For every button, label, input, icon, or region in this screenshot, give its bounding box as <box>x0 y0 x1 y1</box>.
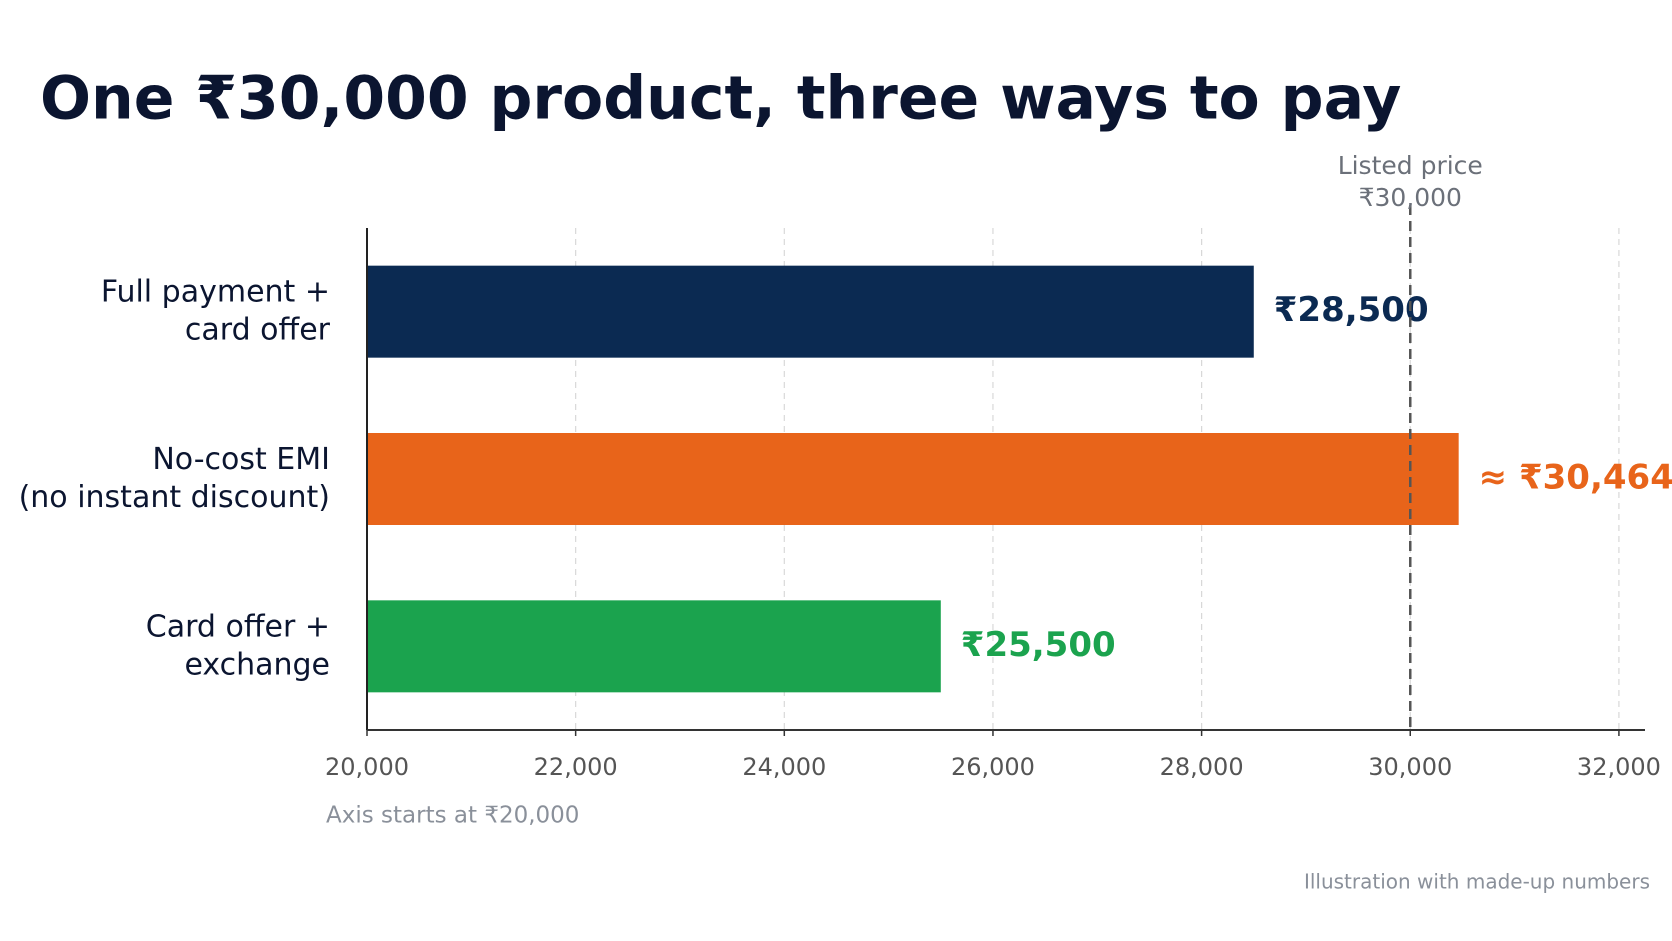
x-tick-label: 22,000 <box>534 753 618 781</box>
x-tick-label: 24,000 <box>742 753 826 781</box>
category-label: Card offer + exchange <box>146 609 330 682</box>
x-tick-label: 30,000 <box>1368 753 1452 781</box>
x-tick-label: 26,000 <box>951 753 1035 781</box>
value-label: ₹28,500 <box>1274 290 1429 330</box>
category-label: Full payment + card offer <box>101 274 331 347</box>
x-tick-label: 28,000 <box>1160 753 1244 781</box>
bar <box>367 600 941 693</box>
value-label: ₹25,500 <box>961 625 1116 665</box>
chart-title: One ₹30,000 product, three ways to pay <box>40 64 1401 134</box>
bar <box>367 265 1254 358</box>
category-label: No-cost EMI (no instant discount) <box>19 442 330 515</box>
x-tick-label: 32,000 <box>1577 753 1661 781</box>
bar <box>367 433 1459 525</box>
axis-note: Axis starts at ₹20,000 <box>326 803 579 829</box>
value-label: ≈ ₹30,464 <box>1479 458 1672 498</box>
x-tick-label: 20,000 <box>325 753 409 781</box>
footnote: Illustration with made-up numbers <box>1304 870 1650 894</box>
reference-label: Listed price ₹30,000 <box>1338 151 1483 212</box>
